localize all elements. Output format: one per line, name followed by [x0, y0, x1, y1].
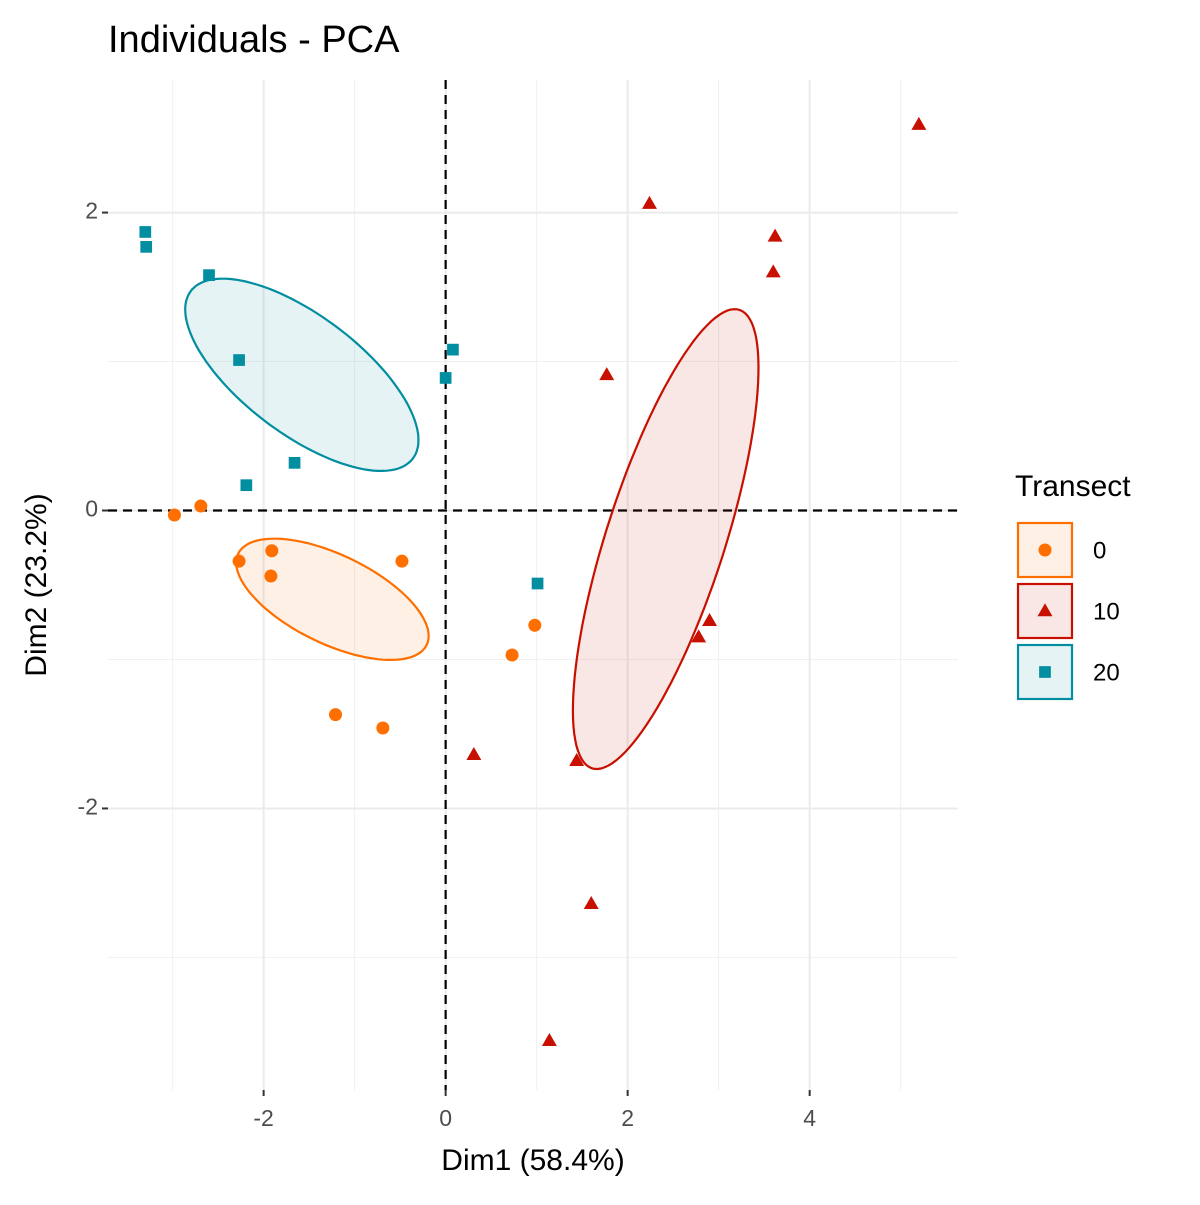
point: [765, 264, 781, 278]
point: [288, 456, 301, 469]
point: [569, 752, 585, 766]
point: [767, 228, 783, 242]
point: [541, 1033, 557, 1047]
point: [642, 195, 657, 209]
legend-label: 0: [1093, 537, 1106, 564]
point: [466, 747, 482, 761]
x-tick-label: -2: [253, 1105, 273, 1131]
point: [528, 618, 542, 632]
y-axis-title: Dim2 (23.2%): [20, 493, 53, 676]
confidence-ellipse: [235, 537, 430, 661]
confidence-ellipse: [184, 277, 420, 472]
point: [140, 240, 153, 253]
legend-label: 10: [1093, 598, 1120, 625]
point: [583, 895, 599, 909]
confidence-ellipse: [571, 308, 760, 771]
point: [329, 708, 343, 722]
point: [167, 508, 181, 522]
legend-key: [1016, 521, 1074, 579]
point: [691, 629, 707, 643]
legend-label: 20: [1093, 659, 1120, 686]
x-tick-label: 2: [621, 1105, 634, 1131]
point: [264, 569, 278, 583]
point: [531, 577, 544, 590]
point: [439, 372, 452, 384]
point: [395, 554, 409, 568]
x-axis-title: Dim1 (58.4%): [441, 1144, 624, 1177]
legend-title: Transect: [1015, 470, 1131, 503]
legend-symbol: [1038, 543, 1052, 557]
y-tick-label: 2: [85, 198, 98, 224]
point: [194, 499, 208, 513]
point: [911, 116, 927, 130]
point: [232, 554, 246, 568]
point: [240, 479, 253, 492]
legend-symbol: [1039, 666, 1051, 678]
point: [265, 544, 279, 558]
point: [505, 648, 519, 662]
point: [447, 343, 459, 356]
x-tick-label: 0: [439, 1105, 452, 1131]
point: [376, 721, 390, 735]
legend-symbol: [1037, 603, 1053, 617]
y-tick-label: 0: [85, 496, 98, 522]
x-tick-label: 4: [803, 1105, 816, 1131]
y-tick-label: -2: [78, 794, 98, 820]
chart-title: Individuals - PCA: [108, 19, 400, 61]
point: [599, 367, 615, 381]
point: [203, 269, 215, 281]
point: [139, 226, 152, 238]
point: [702, 612, 718, 626]
point: [233, 354, 245, 366]
